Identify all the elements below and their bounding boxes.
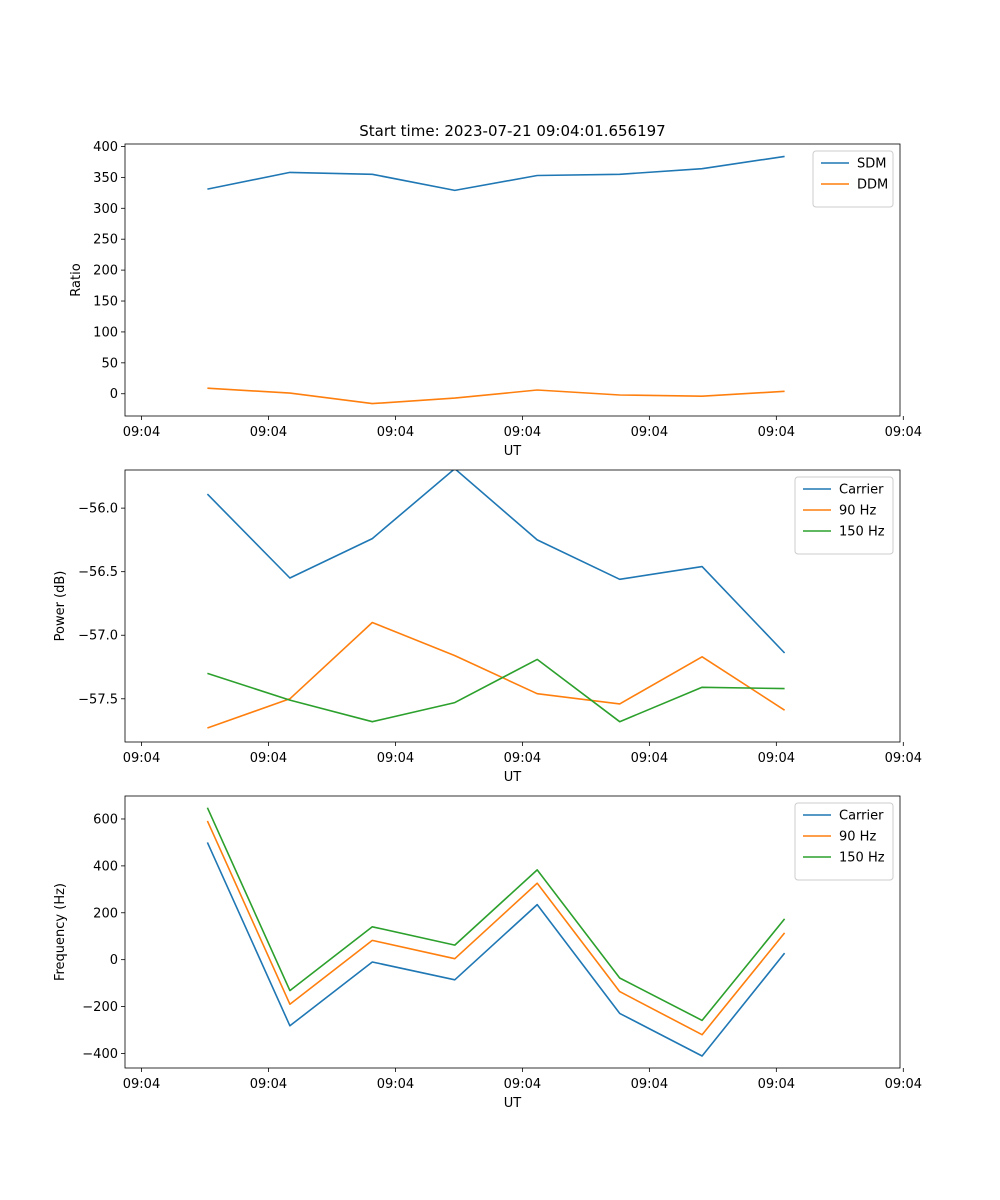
x-tick-label: 09:04 — [123, 1077, 160, 1092]
series-line-carrier — [206, 842, 786, 1057]
legend-label: 150 Hz — [839, 525, 885, 540]
x-tick-label: 09:04 — [758, 425, 795, 440]
series-line-150-hz — [207, 658, 785, 723]
x-tick-label: 09:04 — [631, 1077, 668, 1092]
x-tick-label: 09:04 — [123, 425, 160, 440]
x-tick-label: 09:04 — [758, 1077, 795, 1092]
y-tick-label: 300 — [93, 202, 118, 217]
x-axis-label: UT — [504, 770, 522, 785]
legend-label: 150 Hz — [839, 851, 885, 866]
axes-frame — [124, 469, 901, 743]
x-tick-label: 09:04 — [377, 751, 414, 766]
y-tick-label: 400 — [93, 859, 118, 874]
y-tick-label: −200 — [82, 1000, 118, 1015]
x-tick-label: 09:04 — [885, 425, 922, 440]
y-tick-label: 0 — [110, 387, 118, 402]
subplot-3: 09:04 09:04 09:04 09:04 09:04 09:04 09:04 600 40… — [53, 795, 922, 1111]
y-tick-label: −57.0 — [78, 629, 118, 644]
legend: SDM DDM — [812, 150, 894, 208]
legend-box — [794, 476, 894, 555]
legend-label: Carrier — [839, 809, 884, 824]
legend-label: 90 Hz — [839, 504, 876, 519]
x-tick-label: 09:04 — [250, 425, 287, 440]
y-tick-label: 600 — [93, 812, 118, 827]
legend: Carrier 90 Hz 150 Hz — [794, 802, 894, 881]
y-tick-label: −56.5 — [78, 565, 118, 580]
x-tick-label: 09:04 — [504, 751, 541, 766]
y-tick-label: 150 — [93, 295, 118, 310]
subplot-2: 09:04 09:04 09:04 09:04 09:04 09:04 09:04 −56.0… — [53, 469, 922, 785]
series-line-sdm — [207, 155, 785, 192]
plots-container: 09:04 09:04 09:04 09:04 09:04 09:04 09:04 0 50 10… — [53, 140, 922, 1111]
y-tick-label: 250 — [93, 233, 118, 248]
series-line-ddm — [207, 387, 785, 405]
legend-label: Carrier — [839, 483, 884, 498]
y-tick-label: 100 — [93, 325, 118, 340]
y-tick-label: 400 — [93, 140, 118, 155]
x-axis-label: UT — [504, 444, 522, 459]
series-line-carrier — [206, 470, 786, 654]
legend-label: SDM — [857, 157, 886, 172]
y-tick-label: −57.5 — [78, 692, 118, 707]
y-axis-label: Power (dB) — [53, 571, 68, 642]
y-tick-label: 200 — [93, 906, 118, 921]
legend-label: 90 Hz — [839, 830, 876, 845]
y-tick-label: 0 — [110, 953, 118, 968]
series-line-90-hz — [206, 820, 786, 1036]
x-tick-label: 09:04 — [885, 751, 922, 766]
x-tick-label: 09:04 — [885, 1077, 922, 1092]
legend: Carrier 90 Hz 150 Hz — [794, 476, 894, 555]
x-tick-label: 09:04 — [250, 751, 287, 766]
x-tick-label: 09:04 — [250, 1077, 287, 1092]
legend-box — [812, 150, 894, 208]
y-tick-label: −56.0 — [78, 502, 118, 517]
axes-frame — [124, 143, 901, 417]
legend-box — [794, 802, 894, 881]
x-tick-label: 09:04 — [123, 751, 160, 766]
x-tick-label: 09:04 — [631, 751, 668, 766]
y-tick-label: 200 — [93, 264, 118, 279]
x-tick-label: 09:04 — [504, 425, 541, 440]
x-tick-label: 09:04 — [631, 425, 668, 440]
series-line-90-hz — [207, 621, 786, 729]
figure-title: Start time: 2023-07-21 09:04:01.656197 — [359, 122, 665, 140]
x-tick-label: 09:04 — [377, 1077, 414, 1092]
y-axis-label: Frequency (Hz) — [53, 883, 68, 981]
y-axis-label: Ratio — [69, 263, 84, 296]
x-axis-label: UT — [504, 1096, 522, 1111]
series-line-150-hz — [206, 807, 786, 1022]
y-tick-label: 50 — [101, 356, 118, 371]
x-tick-label: 09:04 — [377, 425, 414, 440]
y-tick-label: −400 — [82, 1047, 118, 1062]
x-tick-label: 09:04 — [758, 751, 795, 766]
subplot-1: 09:04 09:04 09:04 09:04 09:04 09:04 09:04 0 50 10… — [69, 140, 922, 459]
y-tick-label: 350 — [93, 171, 118, 186]
x-tick-label: 09:04 — [504, 1077, 541, 1092]
axes-frame — [124, 795, 901, 1069]
legend-label: DDM — [857, 178, 888, 193]
